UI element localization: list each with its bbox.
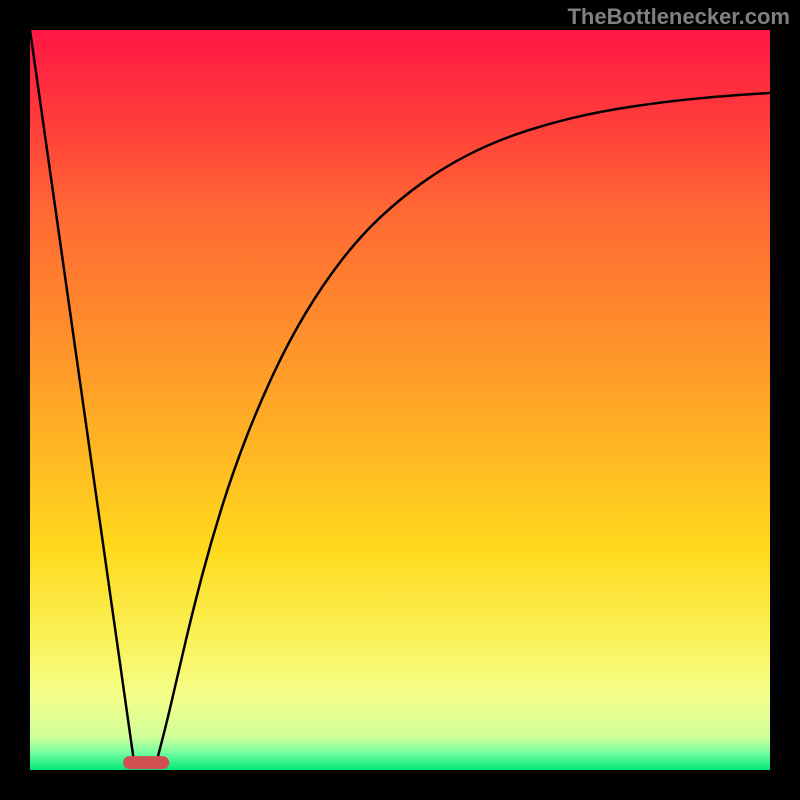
watermark-text: TheBottlenecker.com xyxy=(567,4,790,30)
marker-pill xyxy=(123,756,169,769)
chart-svg xyxy=(0,0,800,800)
chart-container: TheBottlenecker.com xyxy=(0,0,800,800)
gradient-background xyxy=(30,30,770,770)
